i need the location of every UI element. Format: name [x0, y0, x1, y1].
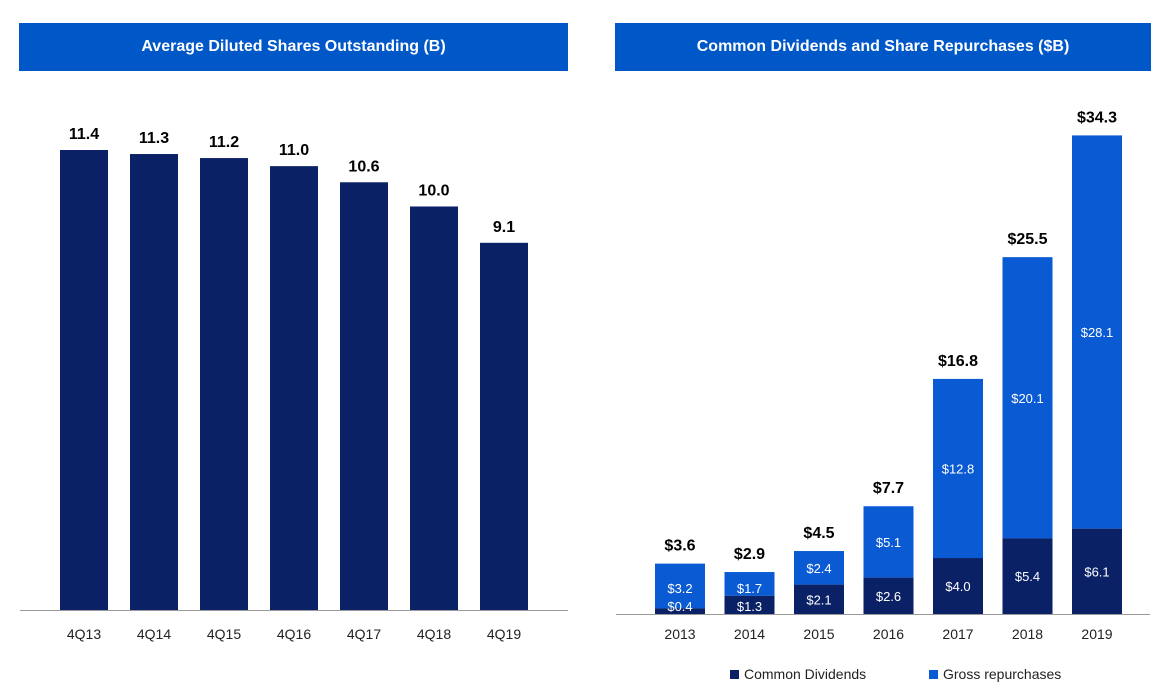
right-chart-title: Common Dividends and Share Repurchases (…	[696, 38, 1070, 55]
left-bar	[480, 242, 528, 611]
left-bar-value-label: 10.0	[418, 182, 449, 199]
right-total-value-label: $4.5	[803, 525, 834, 542]
legend-label-repurchases: Gross repurchases	[943, 666, 1062, 682]
right-total-value-label: $16.8	[938, 353, 978, 370]
right-bar-segment-dividends	[1072, 528, 1122, 614]
left-chart-title-banner: Average Diluted Shares Outstanding (B)	[19, 23, 568, 71]
right-x-tick-label: 2013	[664, 626, 695, 642]
right-repurchases-value-label: $28.1	[1081, 325, 1114, 340]
left-chart-title: Average Diluted Shares Outstanding (B)	[141, 38, 446, 55]
left-x-tick-label: 4Q16	[277, 626, 311, 642]
left-bar-value-label: 9.1	[493, 219, 515, 236]
right-x-tick-label: 2018	[1012, 626, 1043, 642]
left-bar-value-label: 11.0	[279, 142, 309, 159]
left-bar	[270, 166, 318, 610]
right-bar-segment-repurchases	[794, 551, 844, 585]
right-total-value-label: $3.6	[664, 538, 695, 555]
right-total-value-label: $2.9	[734, 546, 765, 563]
right-bar-segment-dividends	[794, 584, 844, 614]
right-x-tick-label: 2014	[734, 626, 765, 642]
left-x-tick-label: 4Q14	[137, 626, 171, 642]
left-x-tick-label: 4Q13	[67, 626, 101, 642]
right-bar-segment-dividends	[933, 558, 983, 614]
right-x-tick-label: 2017	[942, 626, 973, 642]
right-bar-segment-dividends	[863, 577, 914, 614]
legend-item-repurchases: Gross repurchases	[929, 666, 1061, 682]
right-bar-segment-repurchases	[655, 563, 705, 609]
right-dividends-value-label: $1.3	[737, 599, 762, 614]
left-bar	[340, 182, 388, 610]
right-bar-segment-repurchases	[724, 572, 775, 596]
right-repurchases-value-label: $2.4	[806, 561, 831, 576]
right-total-value-label: $34.3	[1077, 109, 1117, 126]
left-x-tick-label: 4Q19	[487, 626, 521, 642]
right-repurchases-value-label: $3.2	[667, 581, 692, 596]
left-x-tick-label: 4Q15	[207, 626, 241, 642]
right-repurchases-value-label: $1.7	[737, 581, 762, 596]
left-bar-value-label: 11.2	[209, 134, 239, 151]
right-total-value-label: $7.7	[873, 480, 904, 497]
legend-swatch-dividends	[730, 669, 739, 679]
right-repurchases-value-label: $5.1	[876, 535, 901, 550]
right-repurchases-value-label: $12.8	[942, 461, 975, 476]
left-bar	[130, 154, 178, 610]
left-x-tick-label: 4Q18	[417, 626, 451, 642]
right-bar-segment-repurchases	[933, 378, 983, 559]
right-bar-segment-dividends	[1002, 538, 1053, 614]
right-bar-segment-repurchases	[863, 506, 914, 578]
right-dividends-value-label: $2.6	[876, 589, 901, 604]
right-bar-segment-repurchases	[1002, 257, 1053, 539]
left-bar-value-label: 11.3	[139, 130, 169, 147]
right-bar-segment-repurchases	[1072, 135, 1122, 529]
right-x-tick-label: 2015	[803, 626, 834, 642]
right-total-value-label: $25.5	[1007, 231, 1047, 248]
right-bar-segment-dividends	[655, 608, 705, 614]
right-repurchases-value-label: $20.1	[1011, 391, 1044, 406]
right-dividends-value-label: $6.1	[1084, 564, 1109, 579]
legend-swatch-repurchases	[929, 669, 938, 679]
right-chart-title-banner: Common Dividends and Share Repurchases (…	[615, 23, 1151, 71]
legend-item-dividends: Common Dividends	[730, 666, 866, 682]
right-dividends-value-label: $5.4	[1015, 569, 1040, 584]
right-dividends-value-label: $2.1	[806, 592, 831, 607]
left-bar	[60, 150, 108, 610]
left-x-tick-label: 4Q17	[347, 626, 381, 642]
left-bar	[410, 206, 458, 611]
right-bar-segment-dividends	[724, 595, 775, 614]
left-bar-value-label: 11.4	[69, 126, 99, 143]
right-dividends-value-label: $0.4	[667, 599, 692, 614]
right-dividends-value-label: $4.0	[945, 579, 970, 594]
left-bar	[200, 158, 248, 610]
legend-label-dividends: Common Dividends	[744, 666, 867, 682]
right-x-tick-label: 2019	[1081, 626, 1112, 642]
left-bar-value-label: 10.6	[348, 158, 379, 175]
right-x-tick-label: 2016	[873, 626, 904, 642]
